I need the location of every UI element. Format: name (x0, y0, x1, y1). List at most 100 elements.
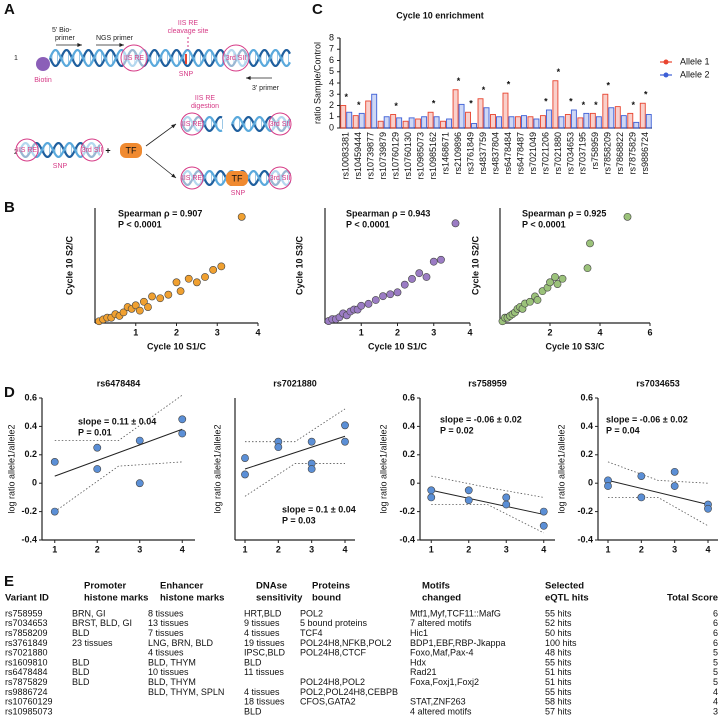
table-cell: Rad21 (410, 667, 437, 677)
table-header: Selected (545, 581, 584, 592)
point (156, 294, 165, 303)
annotation: Spearman ρ = 0.907 (118, 208, 202, 218)
point (93, 465, 102, 473)
y-tick-label: 0.6 (402, 392, 415, 402)
point (704, 504, 712, 513)
table-cell: 52 hits (545, 618, 572, 628)
primer-label: 3' primer (252, 85, 280, 92)
confidence-band (245, 408, 346, 443)
table-cell: 7 tissues (148, 628, 184, 638)
table-cell: Hic1 (410, 628, 428, 638)
x-tick-label: rs10459444 (353, 132, 363, 180)
table-header: Variant ID (5, 593, 49, 604)
table-cell: Mtf1,Myf,TCF11::MafG (410, 608, 501, 618)
point (583, 264, 592, 273)
y-tick-label: -0.4 (577, 534, 593, 544)
tf-protein (120, 143, 142, 158)
table-header: sensitivity (256, 593, 303, 604)
fit-line (244, 435, 346, 470)
bar (620, 115, 627, 129)
y-tick-label: 0 (32, 478, 37, 488)
table-cell: 3 (713, 706, 718, 716)
x-tick-label: rs7021880 (553, 132, 563, 175)
point (670, 467, 679, 476)
significance-mark: * (457, 76, 461, 86)
site-label: 3rd SII (270, 121, 291, 128)
point (178, 429, 187, 438)
bar (527, 116, 534, 129)
x-tick-label: rs6478487 (515, 132, 525, 175)
y-axis-label: ratio Sample/Control (312, 42, 322, 124)
point (209, 266, 218, 274)
x-tick-label: 3 (309, 544, 314, 554)
table-cell: 55 hits (545, 657, 572, 667)
step-number: 1 (14, 55, 18, 62)
table-cell: 11 tissues (244, 667, 284, 677)
bar (408, 117, 415, 129)
x-tick-label: rs7021049 (528, 132, 538, 175)
table-cell: Foxa,Foxj1,Foxj2 (410, 677, 479, 687)
annotation: P = 0.04 (606, 425, 640, 435)
site-circle (180, 166, 204, 190)
y-axis-label: Cycle 10 S2/C (64, 235, 74, 295)
significance-mark: * (469, 99, 473, 109)
x-tick-label: rs4837759 (478, 132, 488, 175)
bar (608, 107, 615, 129)
table-cell: rs7858209 (5, 628, 48, 638)
bar (396, 117, 403, 129)
confidence-band (431, 504, 544, 534)
confidence-band (608, 497, 709, 527)
legend-label: Allele 1 (680, 56, 710, 66)
bar (471, 123, 477, 129)
table-cell: BDP1,EBF,RBP-Jkappa (410, 638, 506, 648)
arrow-head (171, 173, 176, 178)
point (502, 500, 511, 509)
bar (558, 116, 565, 129)
point (172, 278, 181, 287)
table-cell: BRN, GI (72, 608, 106, 618)
table-cell: 51 hits (545, 667, 572, 677)
site-circle (80, 138, 104, 162)
table-header: changed (422, 593, 461, 604)
table-cell: BLD (72, 677, 90, 687)
bar (521, 115, 527, 129)
point (422, 273, 431, 281)
x-tick-label: rs7858209 (603, 132, 613, 175)
table-cell: rs10760129 (5, 697, 53, 707)
point (371, 296, 380, 304)
y-axis-label: log ratio allele1/allele2 (6, 424, 16, 513)
digestion-label: digestion (191, 103, 219, 110)
snp-label: SNP (179, 71, 194, 78)
y-tick-label: 0 (329, 122, 334, 132)
x-tick-label: rs2109896 (453, 132, 463, 175)
panel-label: C (312, 1, 323, 18)
annotation: P = 0.02 (440, 425, 474, 435)
point (144, 303, 152, 311)
table-header: Total Score (667, 593, 718, 604)
site-circle (180, 112, 204, 136)
significance-mark: * (432, 99, 436, 109)
chart-title: rs7021880 (273, 378, 317, 388)
table-cell: Hdx (410, 657, 427, 667)
bar (427, 111, 434, 129)
annotation: Spearman ρ = 0.925 (522, 208, 606, 218)
tf-protein (226, 171, 248, 186)
table-cell: BLD (244, 657, 262, 667)
legend-label: Allele 2 (680, 69, 710, 79)
x-tick-label: 6 (647, 327, 652, 337)
bar (383, 116, 390, 129)
table-cell: 5 (713, 657, 718, 667)
table-header: DNAse (256, 581, 287, 592)
annotation: P = 0.01 (78, 427, 112, 437)
site-circle (222, 44, 250, 72)
bar (358, 112, 365, 129)
annotation: P < 0.0001 (118, 219, 162, 229)
x-tick-label: rs7034653 (565, 132, 575, 175)
point (357, 301, 366, 310)
bar (595, 116, 602, 129)
bar (633, 121, 640, 129)
bar (340, 105, 347, 129)
table-cell: rs3761849 (5, 638, 48, 648)
x-tick-label: 4 (180, 544, 185, 554)
significance-mark: * (544, 96, 548, 106)
